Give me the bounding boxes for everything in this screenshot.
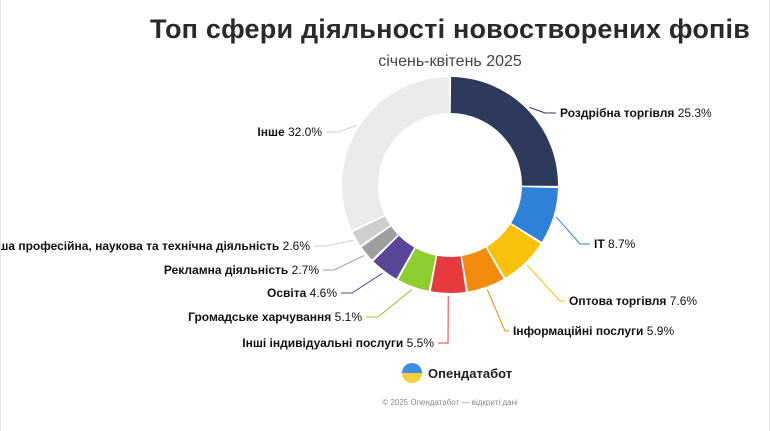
slice-інша-професійна-наукова-та-технічна-діяльність[interactable] bbox=[352, 216, 391, 246]
brand-name: Опендатабот bbox=[428, 365, 513, 381]
data-label-інші-індивідуальні-послуги: Інші індивідуальні послуги 5.5% bbox=[242, 336, 434, 350]
leader-line-оптова-торгівля bbox=[526, 264, 565, 302]
leader-line-рекламна-діяльність bbox=[323, 255, 365, 271]
data-label-освіта: Освіта 4.6% bbox=[267, 286, 337, 300]
data-label-інше: Інше 32.0% bbox=[257, 125, 322, 139]
data-label-оптова-торгівля: Оптова торгівля 7.6% bbox=[569, 294, 697, 308]
opendatabot-logo-icon bbox=[402, 363, 422, 383]
leader-line-інше bbox=[326, 125, 357, 133]
slice-рекламна-діяльність[interactable] bbox=[361, 226, 398, 260]
slice-інші-індивідуальні-послуги[interactable] bbox=[430, 255, 466, 293]
leader-line-інша-професійна-наукова-та-технічна-діяльність bbox=[314, 239, 354, 247]
brand-logo: Опендатабот bbox=[402, 362, 512, 384]
data-label-громадське-харчування: Громадське харчування 5.1% bbox=[188, 310, 362, 324]
leader-line-it bbox=[555, 216, 590, 245]
slice-оптова-торгівля[interactable] bbox=[486, 224, 541, 278]
slice-освіта[interactable] bbox=[373, 235, 415, 279]
data-label-рекламна-діяльність: Рекламна діяльність 2.7% bbox=[164, 263, 319, 277]
slice-інформаційні-послуги[interactable] bbox=[462, 247, 504, 292]
chart-subtitle: січень-квітень 2025 bbox=[378, 53, 522, 70]
data-label-роздрібна-торгівля: Роздрібна торгівля 25.3% bbox=[560, 106, 712, 120]
data-label-it: IT 8.7% bbox=[594, 237, 636, 251]
leader-line-освіта bbox=[341, 272, 383, 294]
slice-інше[interactable] bbox=[342, 77, 450, 230]
slice-громадське-харчування[interactable] bbox=[398, 248, 436, 291]
footer-credit: © 2025 Опендатабот — відкриті дані bbox=[382, 398, 518, 407]
leader-line-інші-індивідуальні-послуги bbox=[438, 295, 449, 344]
left-edge bbox=[0, 0, 1, 431]
chart-title: Топ сфери діяльності новостворених фопів bbox=[149, 14, 751, 44]
leader-line-інформаційні-послуги bbox=[486, 289, 509, 332]
data-label-інша-професійна-наукова-та-технічна-діяльність: Інша професійна, наукова та технічна дія… bbox=[0, 239, 310, 253]
leader-line-громадське-харчування bbox=[366, 288, 413, 318]
slice-it[interactable] bbox=[511, 187, 558, 242]
leader-line-роздрібна-торгівля bbox=[529, 106, 556, 114]
data-label-інформаційні-послуги: Інформаційні послуги 5.9% bbox=[513, 324, 674, 338]
slice-роздрібна-торгівля[interactable] bbox=[450, 77, 558, 186]
